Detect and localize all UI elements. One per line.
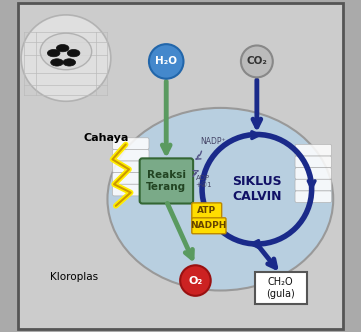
Ellipse shape	[51, 59, 63, 66]
FancyBboxPatch shape	[112, 149, 149, 161]
Circle shape	[180, 265, 211, 296]
Ellipse shape	[67, 49, 80, 57]
Ellipse shape	[56, 44, 69, 52]
Text: ATP: ATP	[197, 206, 216, 215]
Ellipse shape	[47, 49, 60, 57]
FancyBboxPatch shape	[112, 173, 149, 184]
FancyBboxPatch shape	[295, 191, 331, 203]
FancyBboxPatch shape	[112, 184, 149, 196]
FancyBboxPatch shape	[18, 3, 343, 329]
FancyBboxPatch shape	[255, 272, 307, 304]
FancyBboxPatch shape	[192, 203, 222, 219]
FancyBboxPatch shape	[112, 161, 149, 173]
Text: O₂: O₂	[188, 276, 203, 286]
Text: SIKLUS
CALVIN: SIKLUS CALVIN	[232, 175, 282, 203]
Text: Cahaya: Cahaya	[83, 133, 129, 143]
FancyBboxPatch shape	[295, 144, 331, 156]
FancyBboxPatch shape	[295, 156, 331, 168]
Text: ADP
+④1: ADP +④1	[195, 175, 212, 188]
Text: Reaksi
Terang: Reaksi Terang	[146, 170, 186, 192]
Text: H₂O: H₂O	[155, 56, 177, 66]
Text: CH₂O
(gula): CH₂O (gula)	[266, 277, 295, 299]
Text: NADP⁺: NADP⁺	[200, 137, 225, 146]
FancyBboxPatch shape	[140, 158, 193, 204]
Ellipse shape	[63, 59, 75, 66]
Text: NADPH: NADPH	[191, 221, 227, 230]
Ellipse shape	[21, 15, 111, 101]
Circle shape	[241, 45, 273, 77]
Ellipse shape	[108, 108, 333, 290]
FancyBboxPatch shape	[295, 168, 331, 179]
FancyBboxPatch shape	[295, 179, 331, 191]
FancyBboxPatch shape	[192, 218, 226, 234]
Ellipse shape	[40, 33, 92, 70]
FancyBboxPatch shape	[112, 138, 149, 149]
Circle shape	[149, 44, 183, 79]
Text: Kloroplas: Kloroplas	[50, 272, 98, 282]
Text: CO₂: CO₂	[247, 56, 267, 66]
